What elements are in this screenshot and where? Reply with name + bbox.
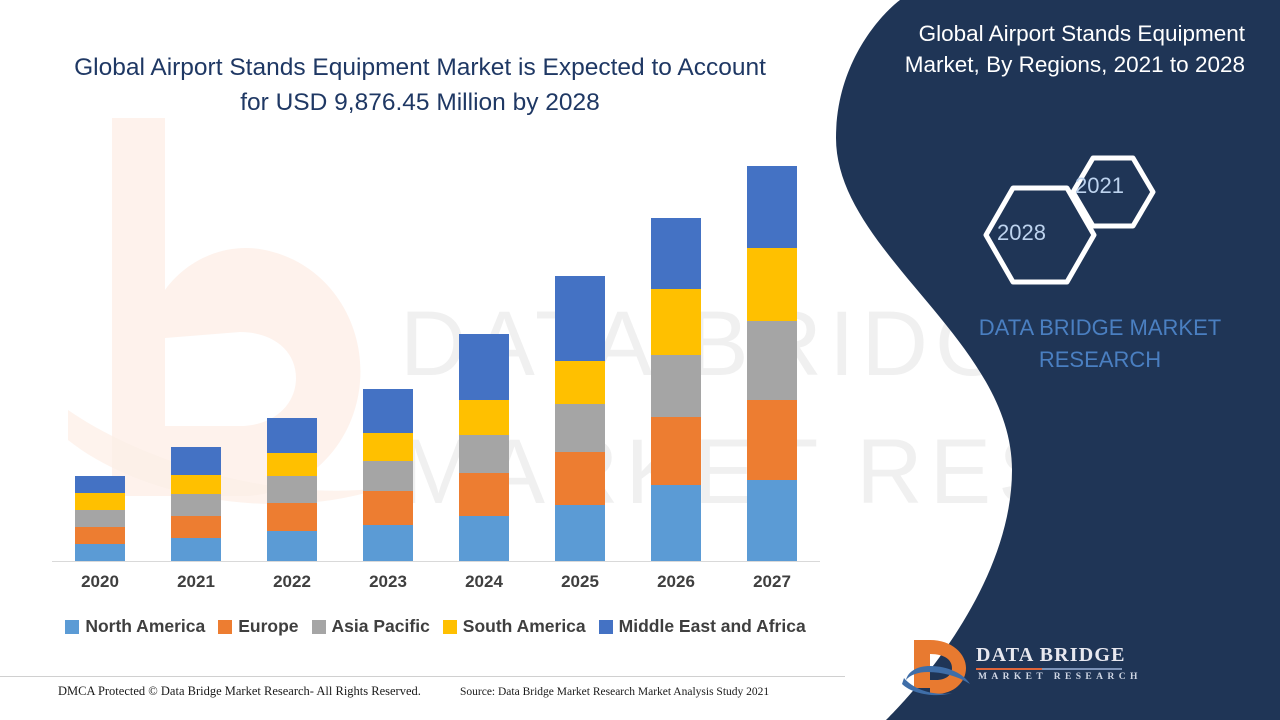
chart-pane: DATA BRIDGE MARKET RESEARCH Global Airpo… [0,54,1280,698]
bar-2025[interactable] [555,276,605,561]
legend-swatch-icon [65,619,80,634]
legend-label: Middle East and Africa [618,616,806,636]
bar-2027[interactable] [747,166,797,561]
brand-name-text: DATA BRIDGE MARKET RESEARCH [978,315,1222,372]
right-panel-content: Global Airport Stands Equipment Market, … [900,0,1280,720]
segment-middle-east-and-africa [747,166,797,248]
segment-south-america [267,453,317,477]
segment-asia-pacific [555,404,605,453]
bar-2026[interactable] [651,218,701,561]
segment-asia-pacific [171,494,221,516]
segment-north-america [555,504,605,561]
segment-south-america [459,400,509,436]
segment-middle-east-and-africa [75,476,125,494]
segment-north-america [267,531,317,561]
segment-asia-pacific [747,320,797,401]
segment-north-america [747,479,797,561]
legend-swatch-icon [442,619,457,634]
x-label-2027: 2027 [753,572,791,591]
hex-year-2028: 2028 [997,220,1046,245]
x-label-2023: 2023 [369,572,407,591]
segment-europe [555,452,605,505]
x-label-2025: 2025 [561,572,599,591]
segment-south-america [363,433,413,461]
legend-item-middle-east-and-africa[interactable]: Middle East and Africa [598,616,806,637]
segment-middle-east-and-africa [459,333,509,401]
segment-south-america [171,475,221,495]
x-axis-line [52,561,820,562]
segment-europe [363,491,413,526]
bar-2024[interactable] [459,333,509,561]
legend-label: North America [85,616,206,636]
segment-south-america [747,247,797,321]
segment-europe [267,502,317,532]
bar-2023[interactable] [363,388,413,561]
segment-north-america [459,515,509,561]
segment-asia-pacific [75,510,125,528]
hexagon-outline-icons [983,155,1156,285]
segment-north-america [651,484,701,561]
databridge-b-logo-icon [902,640,970,696]
logo-text-main: DATA BRIDGE [976,644,1126,666]
x-label-2021: 2021 [177,572,215,591]
legend-item-south-america[interactable]: South America [442,616,586,637]
segment-middle-east-and-africa [555,276,605,362]
segment-middle-east-and-africa [363,388,413,434]
legend-label: Europe [238,616,299,636]
segment-asia-pacific [651,354,701,418]
company-logo: DATA BRIDGE MARKET RESEARCH [900,636,1137,702]
logo-rule-blue [1042,668,1122,670]
segment-europe [747,400,797,480]
legend-label: Asia Pacific [331,616,430,636]
legend-swatch-icon [598,619,613,634]
chart-legend: North America Europe Asia Pacific South Ame… [48,616,823,637]
segment-middle-east-and-africa [267,418,317,454]
segment-south-america [651,289,701,355]
legend-item-asia-pacific[interactable]: Asia Pacific [311,616,430,637]
logo-text-sub: MARKET RESEARCH [978,672,1142,682]
year-hexagon-badges: 2028 2021 [975,140,1175,290]
segment-asia-pacific [267,476,317,503]
segment-north-america [171,537,221,561]
x-label-2024: 2024 [465,572,503,591]
page-title: Global Airport Stands Equipment Market i… [74,54,766,116]
segment-asia-pacific [459,435,509,474]
x-label-2020: 2020 [81,572,119,591]
legend-swatch-icon [218,619,233,634]
bar-2022[interactable] [267,418,317,561]
segment-north-america [363,525,413,561]
segment-south-america [75,493,125,511]
legend-label: South America [462,616,586,636]
logo-rule-orange [976,668,1042,670]
segment-europe [75,527,125,545]
stacked-bar-chart [52,160,820,562]
copyright-text: DMCA Protected © Data Bridge Market Rese… [58,684,421,698]
legend-swatch-icon [311,619,326,634]
legend-item-north-america[interactable]: North America [65,616,205,637]
segment-europe [651,417,701,485]
hex-year-2021: 2021 [1075,173,1124,198]
segment-asia-pacific [363,460,413,492]
x-label-2022: 2022 [273,572,311,591]
panel-title: Global Airport Stands Equipment Market, … [904,21,1245,77]
source-text: Source: Data Bridge Market Research Mark… [460,686,770,698]
legend-item-europe[interactable]: Europe [218,616,299,637]
segment-europe [171,515,221,538]
segment-middle-east-and-africa [171,446,221,476]
segment-north-america [75,544,125,561]
bar-2020[interactable] [75,476,125,561]
segment-europe [459,473,509,516]
x-label-2026: 2026 [657,572,695,591]
segment-middle-east-and-africa [651,218,701,290]
segment-south-america [555,361,605,405]
x-axis-labels: 2020 2021 2022 2023 2024 2025 2026 2027 [52,572,820,598]
footer-divider [0,676,845,677]
bar-2021[interactable] [171,446,221,561]
